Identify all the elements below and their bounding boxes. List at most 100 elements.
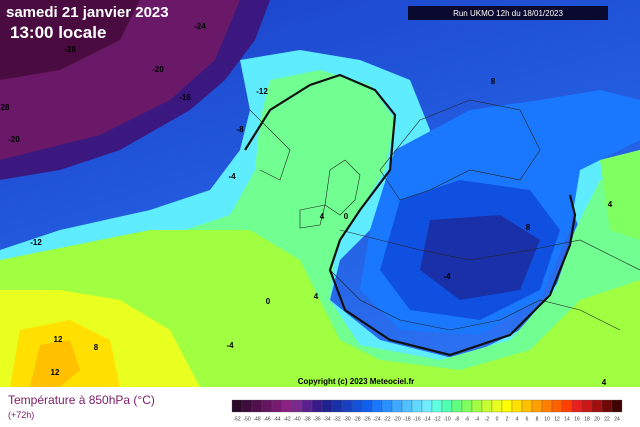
scale-swatch [231,399,243,413]
scale-label: -32 [333,416,340,422]
contour-labels: -24 -28 -20 -16 -12 28 -20 -8 8 -4 4 0 4 8 -12 -4 0 4 -4 12… [1,22,613,387]
scale-swatch [561,399,573,413]
scale-swatch [261,399,273,413]
scale-swatch [331,399,343,413]
contour-label: -20 [8,135,20,144]
scale-label: -34 [323,416,330,422]
scale-swatch [511,399,523,413]
scale-swatch [321,399,333,413]
scale-swatch [551,399,563,413]
scale-swatch [601,399,613,413]
contour-label: 8 [526,223,531,232]
scale-label: 22 [604,416,610,422]
scale-swatch [481,399,493,413]
scale-swatch [271,399,283,413]
scale-label: -2 [485,416,490,422]
scale-label: -14 [423,416,430,422]
copyright: Copyright (c) 2023 Meteociel.fr [298,377,414,386]
scale-label: -10 [443,416,450,422]
scale-swatch [241,399,253,413]
scale-label: -18 [403,416,410,422]
contour-label: 4 [602,378,607,387]
scale-swatch [451,399,463,413]
scale-label: 4 [516,416,519,422]
contour-label: -8 [236,125,244,134]
scale-swatch [581,399,593,413]
scale-swatch [441,399,453,413]
scale-swatch [521,399,533,413]
scale-label: -28 [353,416,360,422]
legend-lead: (+72h) [8,410,34,420]
scale-label: -44 [273,416,280,422]
contour-label: -12 [256,87,268,96]
contour-label: -24 [194,22,206,31]
scale-swatch [361,399,373,413]
scale-swatch [301,399,313,413]
scale-label: -36 [313,416,320,422]
scale-label: -42 [283,416,290,422]
scale-label: -20 [393,416,400,422]
scale-label: -30 [343,416,350,422]
scale-label: 10 [544,416,550,422]
color-scale: -52 -50 -48 -46 -44 -42 -40 -38 -36 -34 -32 -30 -28-… [231,399,623,422]
scale-label: 0 [496,416,499,422]
contour-label: 0 [266,297,271,306]
contour-label: 4 [320,212,325,221]
scale-label: 24 [614,416,620,422]
scale-label: -12 [433,416,440,422]
contour-label: 28 [1,103,10,112]
contour-label: 12 [51,368,60,377]
scale-swatch [371,399,383,413]
scale-swatch [351,399,363,413]
scale-swatch [611,399,623,413]
map-date: samedi 21 janvier 2023 [6,4,169,21]
scale-label: -48 [253,416,260,422]
scale-label: -40 [293,416,300,422]
scale-label: -8 [455,416,460,422]
scale-swatch [491,399,503,413]
scale-swatch [411,399,423,413]
scale-label: -38 [303,416,310,422]
scale-swatch [461,399,473,413]
scale-swatch [571,399,583,413]
scale-swatch [591,399,603,413]
scale-label: -26 [363,416,370,422]
scale-swatch [501,399,513,413]
run-box [408,6,608,20]
scale-label: 12 [554,416,560,422]
contour-label: -16 [179,93,191,102]
scale-swatch [531,399,543,413]
scale-label: 20 [594,416,600,422]
map-fields [0,0,640,387]
contour-label: -4 [228,172,236,181]
scale-label: -22 [383,416,390,422]
scale-swatch [401,399,413,413]
scale-swatch [281,399,293,413]
coastlines [249,99,640,331]
contour-label: 8 [491,77,496,86]
scale-swatch [391,399,403,413]
scale-label: -52 [233,416,240,422]
scale-label: -50 [243,416,250,422]
contour-label: 8 [94,343,99,352]
scale-swatch [381,399,393,413]
scale-swatch [311,399,323,413]
scale-swatch [421,399,433,413]
scale-label: 16 [574,416,580,422]
scale-swatch [541,399,553,413]
scale-swatch [431,399,443,413]
scale-swatch [251,399,263,413]
scale-label: -46 [263,416,270,422]
scale-label: 14 [564,416,570,422]
scale-label: 2 [506,416,509,422]
contour-label: 12 [54,335,63,344]
contour-label: -28 [64,45,76,54]
scale-swatch [471,399,483,413]
scale-label: -24 [373,416,380,422]
zero-isotherm [244,73,577,357]
scale-label: 18 [584,416,590,422]
contour-label: 0 [344,212,349,221]
contour-label: -12 [30,238,42,247]
